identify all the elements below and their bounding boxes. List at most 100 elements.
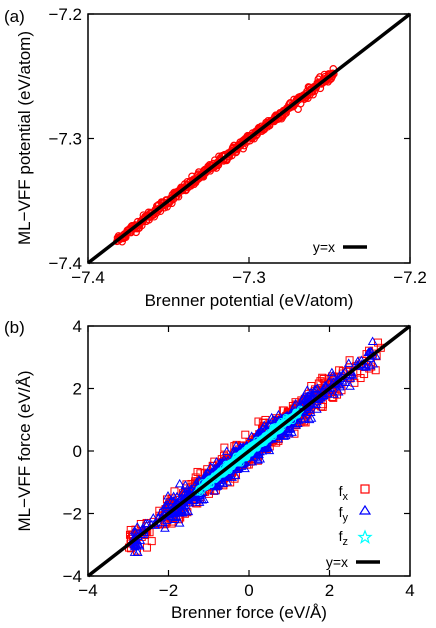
data-point-fy: [291, 420, 302, 429]
panel-b-xlabel: Brenner force (eV/Å): [171, 603, 327, 622]
y-tick-label: −2: [63, 505, 82, 524]
panel-a-identity-line: [86, 12, 412, 265]
panel-a-ticks: −7.4 −7.3 −7.2 −7.4 −7.3 −7.2: [48, 5, 426, 287]
data-point-fy: [312, 383, 322, 393]
data-point-fy: [253, 455, 263, 464]
data-point-fx: [318, 373, 327, 382]
data-point-fy: [194, 497, 205, 506]
data-point-fy: [340, 377, 351, 386]
y-tick-label: −7.4: [48, 254, 82, 273]
x-tick-label: −2: [159, 581, 178, 600]
x-tick-label: 4: [405, 581, 414, 600]
x-tick-label: −7.3: [232, 268, 266, 287]
data-point-fx: [345, 356, 354, 365]
data-point-fy: [254, 449, 264, 459]
data-point-fx: [241, 430, 250, 439]
data-point-fy: [221, 446, 232, 455]
data-point-fy: [304, 414, 315, 424]
panel-b-ticks: −4 −2 0 2 4 −4 −2 0 2 4: [63, 317, 415, 600]
data-point-fy: [133, 539, 144, 549]
data-point-fy: [302, 385, 313, 394]
data-point-fy: [287, 427, 297, 436]
data-point-fy: [240, 463, 250, 473]
data-point-fy: [158, 517, 168, 527]
data-point-fx: [193, 467, 202, 476]
data-point-fy: [262, 442, 273, 452]
panel-b-legend-fx-label: fx: [339, 483, 349, 503]
data-point-fy: [142, 518, 153, 528]
data-point-fy: [162, 499, 172, 509]
data-point-fy: [179, 505, 190, 514]
data-point-fy: [162, 502, 172, 511]
data-point-fy: [247, 456, 258, 466]
panel-a-ylabel: ML−VFF potential (eV/atom): [15, 31, 34, 245]
panel-b-label: (b): [4, 318, 25, 337]
data-point-fx: [278, 406, 287, 415]
data-point-fy: [327, 367, 337, 377]
data-point-fx: [147, 537, 156, 546]
y-tick-label: 4: [73, 317, 82, 336]
panel-a-legend-label: y=x: [313, 239, 335, 255]
y-tick-label: 0: [73, 442, 82, 461]
panel-b-legend-fz-label: fz: [339, 528, 348, 548]
data-point-fy: [345, 381, 355, 390]
data-point-fy: [212, 481, 223, 490]
panel-b-legend-fz-marker: [357, 529, 373, 544]
data-point-fx: [226, 478, 235, 487]
panel-a-xlabel: Brenner potential (eV/atom): [145, 291, 354, 310]
data-point-fy: [284, 424, 294, 433]
panel-a-label: (a): [4, 7, 25, 26]
data-point-fy: [367, 336, 378, 345]
data-point-fy: [268, 415, 278, 424]
x-tick-label: 0: [244, 581, 253, 600]
x-tick-label: −7.4: [71, 268, 105, 287]
data-point-fy: [312, 404, 322, 413]
data-point-fy: [310, 384, 320, 393]
data-point-fy: [302, 394, 313, 404]
data-point-fy: [209, 486, 220, 495]
data-point-fy: [132, 547, 143, 557]
data-point-fy: [160, 523, 170, 532]
data-point-fy: [131, 540, 142, 550]
y-tick-label: 2: [73, 380, 82, 399]
panel-a-legend: y=x: [313, 239, 367, 255]
data-point-fy: [333, 387, 344, 396]
panel-b-legend-fy-label: fy: [339, 504, 349, 524]
data-point-fx: [373, 338, 382, 347]
panel-b-legend: fx fy fz y=x: [326, 483, 380, 570]
x-tick-label: 2: [325, 581, 334, 600]
data-point-fy: [176, 493, 187, 502]
y-tick-label: −4: [63, 567, 82, 586]
data-point-fy: [172, 491, 182, 501]
panel-b-legend-line-label: y=x: [326, 554, 348, 570]
data-point-fy: [329, 389, 339, 398]
panel-b-legend-fy-marker: [358, 504, 372, 515]
data-point-fy: [361, 362, 371, 371]
data-point-fy: [306, 413, 317, 422]
data-point-fy: [311, 399, 322, 408]
panel-b-legend-fx-marker: [360, 484, 370, 494]
data-point-fy: [129, 525, 140, 535]
panel-a: (a) −7.4 −7.3 −7.2 −7.4 −7.3 −7.2 Brenner pot…: [4, 5, 427, 310]
y-tick-label: −7.2: [48, 5, 82, 24]
data-point-fy: [364, 347, 375, 356]
data-point-fy: [163, 491, 173, 500]
data-point-fy: [177, 506, 187, 516]
data-point-fx: [142, 543, 151, 552]
panel-b-identity-line: [86, 324, 412, 578]
panel-b-ylabel: ML−VFF force (eV/Å): [15, 370, 34, 531]
data-point-fy: [290, 398, 301, 408]
data-point-fy: [255, 454, 266, 463]
data-point-fy: [343, 358, 354, 367]
x-tick-label: −4: [78, 581, 97, 600]
data-point-fy: [161, 515, 172, 524]
x-tick-label: −7.2: [393, 268, 427, 287]
data-point: [309, 90, 317, 99]
data-point-fy: [177, 486, 188, 496]
data-point-fy: [148, 513, 159, 522]
data-point-fx: [258, 418, 267, 427]
data-point-fy: [183, 497, 193, 507]
y-tick-label: −7.3: [48, 130, 82, 149]
